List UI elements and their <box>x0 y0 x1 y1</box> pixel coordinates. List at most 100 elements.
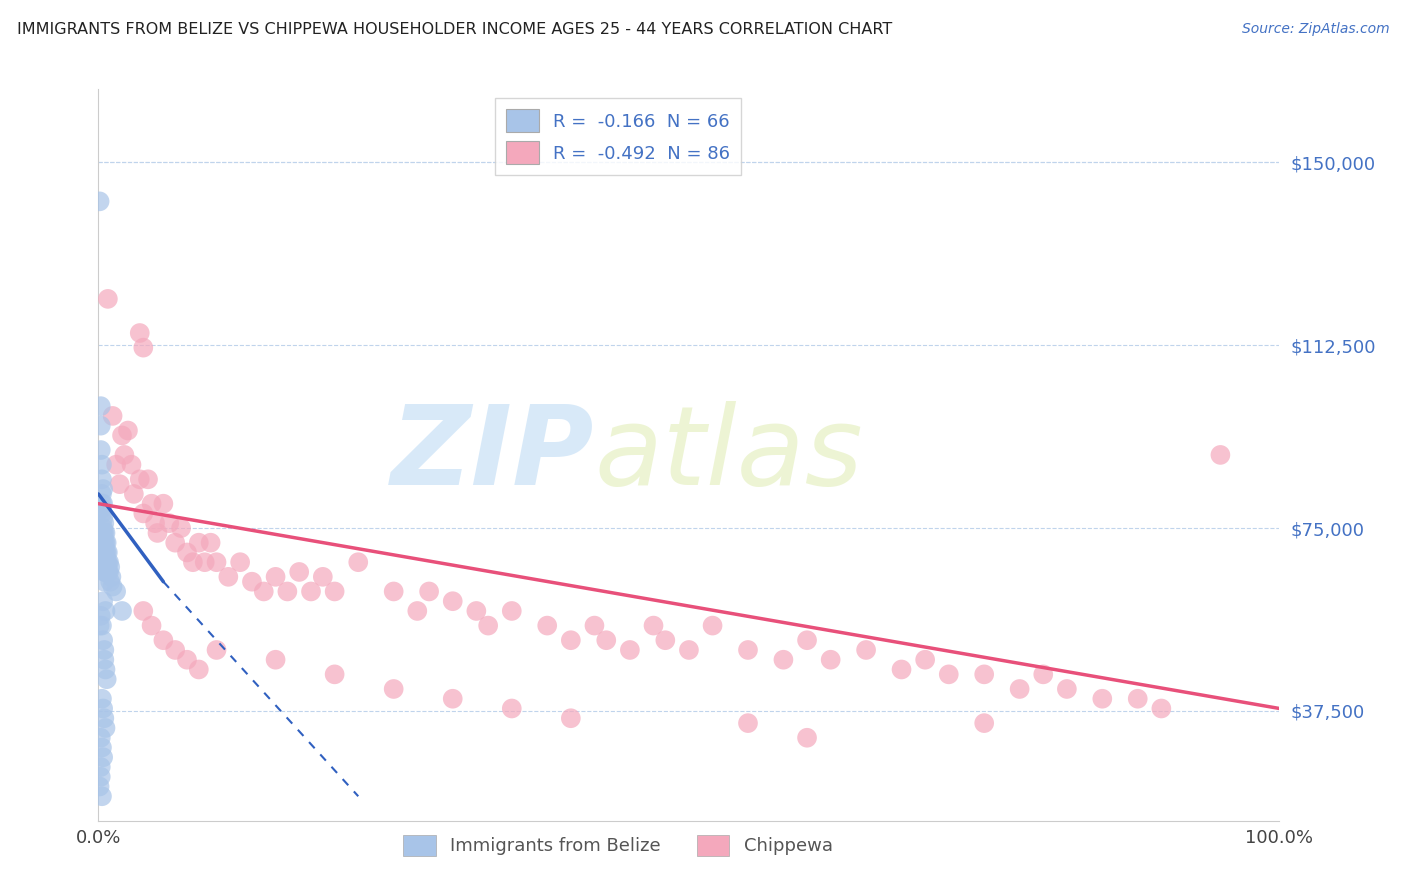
Point <box>108 477 131 491</box>
Point <box>94 545 117 559</box>
Point <box>91 507 114 521</box>
Point <box>501 604 523 618</box>
Point <box>217 570 239 584</box>
Point <box>187 535 209 549</box>
Point <box>132 507 155 521</box>
Point <box>312 570 335 584</box>
Point <box>93 574 115 589</box>
Point <box>90 399 112 413</box>
Point <box>176 653 198 667</box>
Point <box>91 497 114 511</box>
Point <box>100 570 122 584</box>
Point <box>143 516 166 531</box>
Point <box>678 643 700 657</box>
Point <box>253 584 276 599</box>
Point <box>90 760 112 774</box>
Point <box>299 584 322 599</box>
Point <box>1008 681 1031 696</box>
Point <box>347 555 370 569</box>
Point <box>194 555 217 569</box>
Point <box>146 525 169 540</box>
Point <box>94 565 117 579</box>
Point <box>105 584 128 599</box>
Point <box>1209 448 1232 462</box>
Point <box>205 555 228 569</box>
Point <box>94 721 117 735</box>
Point <box>93 711 115 725</box>
Point <box>91 555 114 569</box>
Point <box>187 663 209 677</box>
Point <box>595 633 617 648</box>
Point <box>1056 681 1078 696</box>
Point <box>112 448 135 462</box>
Point <box>772 653 794 667</box>
Point <box>91 545 114 559</box>
Point <box>111 428 134 442</box>
Point <box>855 643 877 657</box>
Point <box>90 608 112 623</box>
Point <box>91 789 114 804</box>
Point <box>101 409 124 423</box>
Point <box>96 565 118 579</box>
Point <box>93 525 115 540</box>
Point <box>90 418 112 433</box>
Point <box>91 525 114 540</box>
Point <box>229 555 252 569</box>
Point <box>94 525 117 540</box>
Point <box>94 604 117 618</box>
Point <box>406 604 429 618</box>
Point <box>111 604 134 618</box>
Point <box>105 458 128 472</box>
Text: atlas: atlas <box>595 401 863 508</box>
Point <box>152 497 174 511</box>
Point <box>91 740 114 755</box>
Text: Source: ZipAtlas.com: Source: ZipAtlas.com <box>1241 22 1389 37</box>
Point <box>441 691 464 706</box>
Point <box>136 472 159 486</box>
Point <box>91 487 114 501</box>
Point <box>121 458 143 472</box>
Point <box>96 535 118 549</box>
Point <box>205 643 228 657</box>
Point <box>323 667 346 681</box>
Legend: Immigrants from Belize, Chippewa: Immigrants from Belize, Chippewa <box>396 828 841 863</box>
Point <box>101 580 124 594</box>
Point <box>93 653 115 667</box>
Point <box>141 497 163 511</box>
Point <box>820 653 842 667</box>
Text: IMMIGRANTS FROM BELIZE VS CHIPPEWA HOUSEHOLDER INCOME AGES 25 - 44 YEARS CORRELA: IMMIGRANTS FROM BELIZE VS CHIPPEWA HOUSE… <box>17 22 893 37</box>
Point <box>441 594 464 608</box>
Point <box>90 443 112 458</box>
Point <box>93 545 115 559</box>
Point <box>98 574 121 589</box>
Point <box>1150 701 1173 715</box>
Point <box>94 663 117 677</box>
Point <box>97 545 120 559</box>
Point <box>1032 667 1054 681</box>
Point <box>91 618 114 632</box>
Point <box>91 501 114 516</box>
Point <box>89 618 111 632</box>
Point <box>93 565 115 579</box>
Point <box>132 604 155 618</box>
Point <box>94 535 117 549</box>
Point <box>93 555 115 569</box>
Point <box>97 292 120 306</box>
Point <box>90 731 112 745</box>
Point <box>93 535 115 549</box>
Point <box>1091 691 1114 706</box>
Point <box>91 535 114 549</box>
Point <box>90 770 112 784</box>
Point <box>91 482 114 496</box>
Point <box>96 672 118 686</box>
Point <box>181 555 204 569</box>
Point <box>157 516 180 531</box>
Point <box>93 643 115 657</box>
Point <box>176 545 198 559</box>
Point <box>165 535 187 549</box>
Point <box>323 584 346 599</box>
Point <box>501 701 523 715</box>
Point <box>98 565 121 579</box>
Point <box>702 618 724 632</box>
Point <box>560 711 582 725</box>
